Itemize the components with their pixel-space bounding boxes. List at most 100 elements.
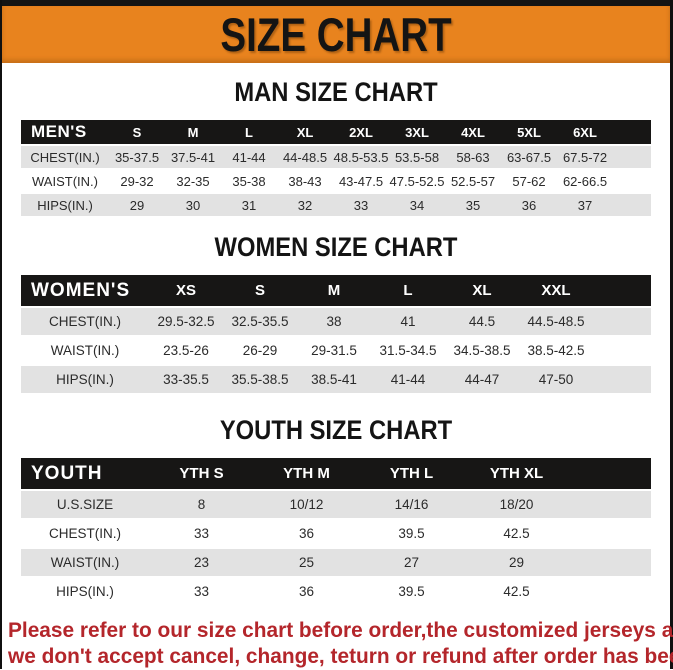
- footer-disclaimer: Please refer to our size chart before or…: [8, 617, 673, 669]
- table-cell: 62-66.5: [557, 170, 613, 193]
- table-cell: 29-31.5: [297, 337, 371, 365]
- table-cell: 29-32: [109, 170, 165, 193]
- table-cell: 8: [149, 491, 254, 519]
- table-cell: 44.5: [445, 308, 519, 336]
- row-label: CHEST(IN.): [21, 308, 149, 336]
- youth-col-header: YTH XL: [464, 458, 569, 490]
- table-cell: 63-67.5: [501, 146, 557, 169]
- table-cell: 47.5-52.5: [389, 170, 445, 193]
- women-col-header: M: [297, 275, 371, 307]
- table-cell: 41-44: [371, 366, 445, 394]
- table-cell: 33: [149, 520, 254, 548]
- youth-header-row: YOUTH YTH S YTH M YTH L YTH XL: [21, 458, 651, 490]
- table-cell: 35: [445, 194, 501, 217]
- women-col-header: L: [371, 275, 445, 307]
- table-cell: 37.5-41: [165, 146, 221, 169]
- youth-chest-row: CHEST(IN.) 33 36 39.5 42.5: [21, 520, 651, 548]
- spacer-cell: [613, 194, 651, 217]
- spacer-cell: [593, 275, 651, 307]
- men-waist-row: WAIST(IN.) 29-32 32-35 35-38 38-43 43-47…: [21, 170, 651, 193]
- women-hips-row: HIPS(IN.) 33-35.5 35.5-38.5 38.5-41 41-4…: [21, 366, 651, 394]
- table-cell: 34: [389, 194, 445, 217]
- table-cell: 31: [221, 194, 277, 217]
- men-col-header: L: [221, 120, 277, 145]
- youth-col-header: YTH S: [149, 458, 254, 490]
- youth-header-label: YOUTH: [21, 458, 149, 490]
- women-section-heading: WOMEN SIZE CHART: [214, 232, 458, 263]
- row-label: CHEST(IN.): [21, 520, 149, 548]
- row-label: CHEST(IN.): [21, 146, 109, 169]
- table-cell: 32-35: [165, 170, 221, 193]
- men-col-header: 6XL: [557, 120, 613, 145]
- youth-col-header: YTH M: [254, 458, 359, 490]
- top-border-strip: [2, 0, 670, 6]
- row-label: HIPS(IN.): [21, 578, 149, 606]
- youth-ussize-row: U.S.SIZE 8 10/12 14/16 18/20: [21, 491, 651, 519]
- women-waist-row: WAIST(IN.) 23.5-26 26-29 29-31.5 31.5-34…: [21, 337, 651, 365]
- men-chest-row: CHEST(IN.) 35-37.5 37.5-41 41-44 44-48.5…: [21, 146, 651, 169]
- table-cell: 32.5-35.5: [223, 308, 297, 336]
- spacer-cell: [569, 458, 651, 490]
- table-cell: 39.5: [359, 578, 464, 606]
- women-chest-row: CHEST(IN.) 29.5-32.5 32.5-35.5 38 41 44.…: [21, 308, 651, 336]
- table-cell: 37: [557, 194, 613, 217]
- table-cell: 36: [501, 194, 557, 217]
- table-cell: 41-44: [221, 146, 277, 169]
- table-cell: 39.5: [359, 520, 464, 548]
- men-col-header: XL: [277, 120, 333, 145]
- table-cell: 44-48.5: [277, 146, 333, 169]
- table-cell: 38.5-42.5: [519, 337, 593, 365]
- table-cell: 38.5-41: [297, 366, 371, 394]
- table-cell: 42.5: [464, 520, 569, 548]
- youth-hips-row: HIPS(IN.) 33 36 39.5 42.5: [21, 578, 651, 606]
- table-cell: 58-63: [445, 146, 501, 169]
- men-header-row: MEN'S S M L XL 2XL 3XL 4XL 5XL 6XL: [21, 120, 651, 145]
- youth-section-heading: YOUTH SIZE CHART: [219, 415, 453, 446]
- table-cell: 10/12: [254, 491, 359, 519]
- table-cell: 29.5-32.5: [149, 308, 223, 336]
- men-col-header: S: [109, 120, 165, 145]
- women-size-table: WOMEN'S XS S M L XL XXL CHEST(IN.) 29.5-…: [21, 273, 651, 395]
- table-cell: 35-38: [221, 170, 277, 193]
- table-cell: 31.5-34.5: [371, 337, 445, 365]
- row-label: WAIST(IN.): [21, 337, 149, 365]
- women-header-label: WOMEN'S: [21, 275, 149, 307]
- men-header-label: MEN'S: [21, 120, 109, 145]
- table-cell: 67.5-72: [557, 146, 613, 169]
- page-title: SIZE CHART: [220, 8, 452, 61]
- table-cell: 26-29: [223, 337, 297, 365]
- table-cell: 43-47.5: [333, 170, 389, 193]
- table-cell: 47-50: [519, 366, 593, 394]
- table-cell: 34.5-38.5: [445, 337, 519, 365]
- row-label: HIPS(IN.): [21, 194, 109, 217]
- table-cell: 23: [149, 549, 254, 577]
- spacer-cell: [613, 170, 651, 193]
- spacer-cell: [613, 120, 651, 145]
- table-cell: 25: [254, 549, 359, 577]
- title-banner: SIZE CHART: [2, 6, 670, 63]
- women-col-header: XS: [149, 275, 223, 307]
- row-label: WAIST(IN.): [21, 170, 109, 193]
- table-cell: 36: [254, 520, 359, 548]
- men-col-header: 3XL: [389, 120, 445, 145]
- women-col-header: XXL: [519, 275, 593, 307]
- women-col-header: S: [223, 275, 297, 307]
- table-cell: 35.5-38.5: [223, 366, 297, 394]
- men-col-header: M: [165, 120, 221, 145]
- women-header-row: WOMEN'S XS S M L XL XXL: [21, 275, 651, 307]
- footer-line-1: Please refer to our size chart before or…: [8, 618, 673, 643]
- table-cell: 23.5-26: [149, 337, 223, 365]
- spacer-cell: [593, 366, 651, 394]
- table-cell: 36: [254, 578, 359, 606]
- men-col-header: 5XL: [501, 120, 557, 145]
- men-size-table: MEN'S S M L XL 2XL 3XL 4XL 5XL 6XL CHEST…: [21, 118, 651, 218]
- table-cell: 41: [371, 308, 445, 336]
- table-cell: 29: [109, 194, 165, 217]
- spacer-cell: [569, 520, 651, 548]
- spacer-cell: [613, 146, 651, 169]
- table-cell: 48.5-53.5: [333, 146, 389, 169]
- table-cell: 44-47: [445, 366, 519, 394]
- table-cell: 32: [277, 194, 333, 217]
- table-cell: 27: [359, 549, 464, 577]
- table-cell: 14/16: [359, 491, 464, 519]
